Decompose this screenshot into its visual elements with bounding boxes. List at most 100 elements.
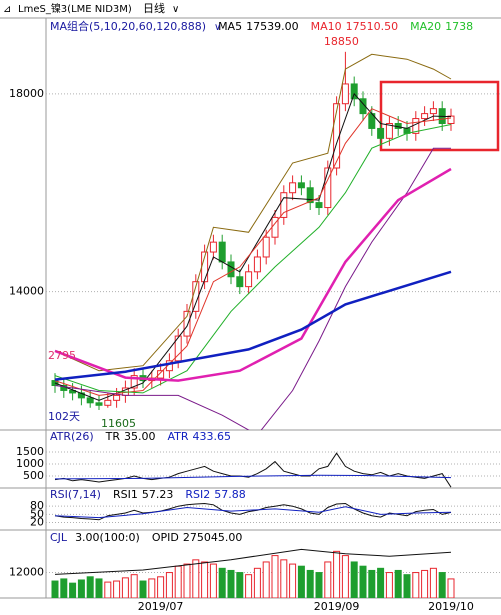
y-tick-label: 80 bbox=[30, 499, 44, 512]
pane-title: ATR(26) bbox=[50, 430, 94, 443]
volume-bar bbox=[421, 569, 429, 598]
candle-body bbox=[447, 115, 455, 125]
pane-title: RSI(7,14) bbox=[50, 488, 101, 501]
annotation: 2795 bbox=[48, 349, 76, 362]
indicator-pane bbox=[54, 502, 452, 521]
legend-arrow: ∨ bbox=[214, 22, 221, 33]
volume-bar bbox=[262, 561, 270, 598]
volume-pane bbox=[51, 548, 455, 598]
candle-body bbox=[262, 236, 270, 258]
volume-bar bbox=[447, 578, 455, 598]
line bbox=[54, 270, 452, 381]
candle-body bbox=[113, 394, 121, 401]
legend-name: RSI2 bbox=[185, 488, 210, 501]
volume-bar bbox=[69, 582, 77, 598]
volume-bar bbox=[113, 580, 121, 598]
legend-name: MA10 bbox=[311, 20, 342, 33]
volume-bar bbox=[183, 563, 191, 598]
pane-params: 3.00(100:0) bbox=[75, 531, 140, 544]
volume-bar bbox=[271, 555, 279, 598]
candle-body bbox=[377, 127, 385, 139]
symbol[interactable]: LmeS_镍3(LME NID3M) bbox=[18, 2, 132, 15]
volume-bar bbox=[77, 579, 85, 598]
volume-bar bbox=[130, 574, 138, 598]
candle-body bbox=[174, 335, 182, 362]
pane-title: CJL bbox=[50, 531, 68, 544]
legend-value: 433.65 bbox=[193, 430, 232, 443]
volume-bar bbox=[245, 574, 253, 598]
legend-name: MA20 bbox=[410, 20, 441, 33]
legend-name: TR bbox=[105, 430, 121, 443]
candle-body bbox=[95, 402, 103, 406]
volume-bar bbox=[60, 578, 68, 598]
candle-body bbox=[165, 360, 173, 372]
line bbox=[54, 108, 452, 396]
line bbox=[54, 167, 452, 382]
menu-icon[interactable]: ⊿ bbox=[3, 4, 11, 15]
annotation: 102天 bbox=[48, 410, 80, 423]
volume-bar bbox=[51, 580, 59, 598]
volume-bar bbox=[95, 578, 103, 598]
candle-body bbox=[421, 113, 429, 120]
line bbox=[54, 147, 451, 430]
volume-bar bbox=[280, 559, 288, 598]
volume-bar bbox=[157, 576, 165, 598]
volume-bar bbox=[139, 580, 147, 598]
volume-bar bbox=[368, 569, 376, 598]
legend-name: ATR bbox=[168, 430, 189, 443]
period[interactable]: 日线 bbox=[143, 1, 165, 15]
volume-bar bbox=[104, 581, 112, 598]
volume-bar bbox=[438, 572, 446, 598]
candle-body bbox=[130, 375, 138, 389]
pane-header: MA组合(5,10,20,60,120,888) MA5 17539.00 MA10 1… bbox=[50, 19, 473, 33]
volume-bar bbox=[253, 567, 261, 598]
line bbox=[54, 506, 452, 519]
legend-value: 275045.00 bbox=[183, 531, 243, 544]
volume-bar bbox=[148, 578, 156, 598]
volume-bar bbox=[403, 574, 411, 598]
candle-body bbox=[218, 241, 226, 263]
legend-value: 17510.50 bbox=[346, 20, 399, 33]
y-tick-label: 1000 bbox=[16, 457, 44, 470]
volume-bar bbox=[174, 565, 182, 598]
candle-body bbox=[359, 98, 367, 115]
candle-body bbox=[350, 83, 358, 100]
candle-body bbox=[245, 271, 253, 288]
pane-header: ATR(26) TR 35.00 ATR 433.65 bbox=[50, 430, 231, 443]
highlight-box bbox=[379, 80, 500, 152]
candle-body bbox=[104, 399, 112, 406]
line bbox=[54, 474, 452, 480]
x-tick-label: 2019/09 bbox=[314, 600, 360, 613]
y-tick-label: 20 bbox=[30, 516, 44, 529]
line bbox=[54, 502, 452, 521]
legend-value: 35.00 bbox=[124, 430, 156, 443]
volume-bar bbox=[289, 563, 297, 598]
volume-bar bbox=[86, 576, 94, 598]
volume-bar bbox=[165, 572, 173, 598]
volume-bar bbox=[306, 569, 314, 598]
volume-bar bbox=[297, 565, 305, 598]
candle-body bbox=[306, 187, 314, 204]
y-tick-label: 500 bbox=[23, 469, 44, 482]
legend-name: MA5 bbox=[218, 20, 242, 33]
low-label: 11605 bbox=[101, 417, 136, 430]
candle-body bbox=[297, 182, 305, 189]
volume-bar bbox=[209, 563, 217, 598]
indicator-pane bbox=[54, 452, 452, 488]
y-tick-label: 1500 bbox=[16, 445, 44, 458]
candle-body bbox=[280, 192, 288, 218]
volume-bar bbox=[236, 572, 244, 598]
line bbox=[54, 548, 452, 575]
volume-bar bbox=[377, 567, 385, 598]
volume-bar bbox=[412, 572, 420, 598]
legend-name: RSI1 bbox=[113, 488, 138, 501]
volume-bar bbox=[192, 559, 200, 598]
legend-value: 17539.00 bbox=[246, 20, 299, 33]
y-tick-label: 14000 bbox=[9, 285, 44, 298]
period-arrow[interactable]: ∨ bbox=[172, 4, 179, 15]
x-tick-label: 2019/10 bbox=[428, 600, 474, 613]
line bbox=[54, 92, 452, 401]
volume-bar bbox=[218, 567, 226, 598]
volume-bar bbox=[121, 577, 129, 598]
